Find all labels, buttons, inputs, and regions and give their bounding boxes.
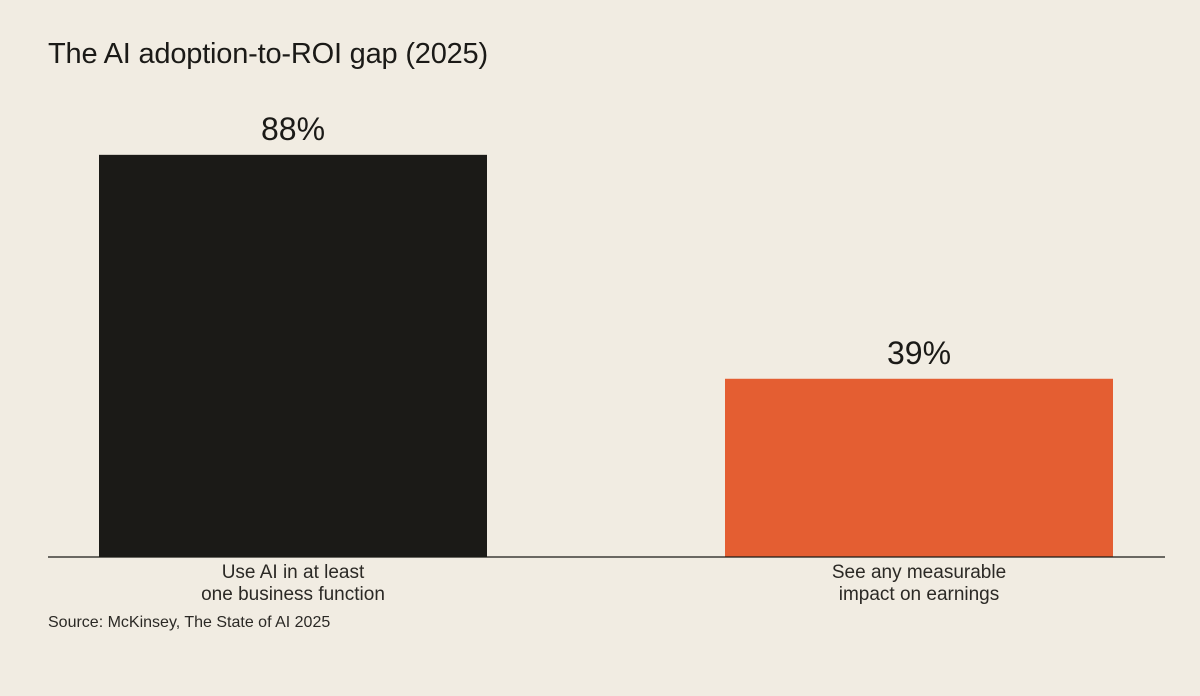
value-label-1: 88% [261,111,325,147]
chart-title: The AI adoption-to-ROI gap (2025) [48,38,488,70]
bars-layer [99,154,1113,557]
bar-1 [99,154,487,557]
category-label-2-line-1: See any measurable [832,562,1006,583]
value-label-2: 39% [887,335,951,371]
bar-2 [725,378,1113,557]
source-note: Source: McKinsey, The State of AI 2025 [48,614,331,631]
category-label-1-line-2: one business function [201,584,385,605]
category-label-2-line-2: impact on earnings [839,584,1000,605]
category-label-1-line-1: Use AI in at least [222,562,365,583]
